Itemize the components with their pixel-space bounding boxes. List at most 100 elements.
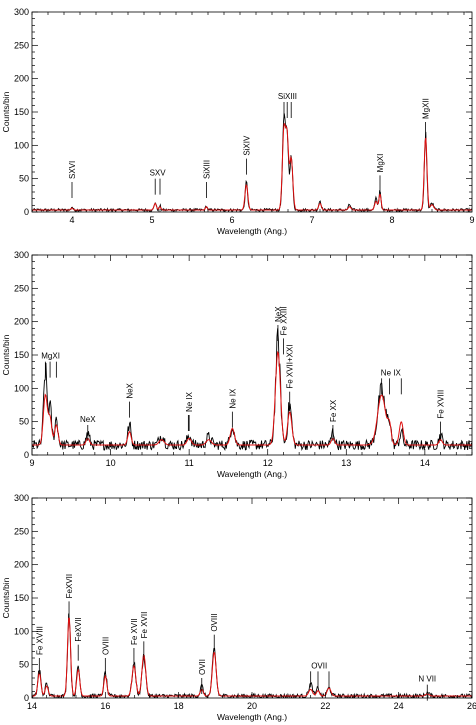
x-tick-label: 11 (184, 458, 193, 468)
line-annotation: SXV (150, 169, 167, 195)
annotation-label: NeX (274, 306, 283, 322)
y-tick-label: 200 (14, 560, 29, 570)
annotation-label: NeX (125, 382, 134, 398)
x-tick-label: 12 (263, 458, 273, 468)
x-tick-label: 9 (29, 458, 34, 468)
line-annotation: NeX (274, 306, 283, 341)
annotation-label: NeX (80, 415, 96, 424)
y-tick-label: 300 (14, 493, 29, 503)
y-tick-label: 50 (19, 174, 29, 184)
line-annotation: FeXVII (65, 574, 74, 618)
y-axis-title: Counts/bin (1, 334, 11, 375)
x-tick-label: 13 (341, 458, 351, 468)
line-annotation: Ne IX (185, 391, 194, 431)
line-annotation: FeXVII (74, 617, 83, 661)
spectrum-panel-2: 9 10 11 12 13 14 0 50 100 150 200 250 300 Wavelength … (1, 250, 473, 479)
y-tick-label: 300 (14, 250, 29, 260)
y-tick-label: 50 (19, 417, 29, 427)
x-tick-label: 4 (69, 215, 74, 225)
y-tick-label: 150 (14, 593, 29, 603)
annotation-label: OVIII (101, 637, 110, 655)
annotation-label: SXVI (68, 161, 77, 179)
line-annotation: Fe XVII (140, 612, 149, 658)
annotation-label: FeXVII (65, 574, 74, 598)
annotation-label: Fe XXIII (279, 306, 288, 335)
annotation-label: Fe XVII+XXI (286, 344, 295, 388)
annotation-label: SiXIII (202, 160, 211, 179)
line-annotation: MgXII (422, 98, 431, 138)
x-tick-label: 18 (174, 701, 184, 711)
line-annotation: Ne IX (381, 368, 402, 395)
x-axis-title: Wavelength (Ang.) (217, 469, 287, 479)
line-annotation: Fe XVII+XXI (286, 344, 295, 408)
x-tick-label: 10 (106, 458, 116, 468)
line-annotation: OVII (310, 661, 330, 688)
spectrum-panel-1: 4 5 6 7 8 9 0 50 100 150 200 250 300 Wavelength (Ang.… (1, 7, 475, 236)
annotation-label: Ne IX (185, 391, 194, 412)
y-tick-label: 50 (19, 660, 29, 670)
line-annotation: SiXIII (278, 92, 297, 118)
x-tick-label: 22 (320, 701, 330, 711)
y-tick-label: 250 (14, 283, 29, 293)
x-tick-label: 26 (467, 701, 476, 711)
x-tick-label: 14 (27, 701, 37, 711)
x-tick-label: 5 (149, 215, 154, 225)
line-annotation: N VII (418, 675, 436, 701)
model-series-line (32, 123, 472, 211)
annotation-label: SiXIV (242, 135, 251, 156)
model-series-line (32, 350, 472, 446)
annotation-label: SXV (150, 169, 167, 178)
y-tick-label: 250 (14, 40, 29, 50)
annotation-label: MgXI (41, 352, 60, 361)
line-annotation: SiXIV (242, 135, 251, 175)
annotation-label: OVIII (210, 613, 219, 631)
model-series-line (32, 617, 472, 697)
annotation-label: FeXVII (74, 617, 83, 641)
line-annotation: Fe XVII (130, 618, 139, 664)
x-tick-label: 24 (394, 701, 404, 711)
x-tick-label: 6 (229, 215, 234, 225)
line-annotation: MgXI (41, 352, 60, 378)
line-annotation: SiXIII (202, 160, 211, 198)
spectrum-panel-3: 14 16 18 20 22 24 26 0 50 100 150 200 250 300 Waveleng… (1, 493, 476, 722)
x-tick-label: 16 (100, 701, 110, 711)
annotation-label: Fe XVII (130, 618, 139, 645)
data-series-line (32, 113, 472, 212)
annotation-label: OVII (311, 661, 327, 670)
y-tick-label: 0 (24, 207, 29, 217)
x-axis-title: Wavelength (Ang.) (217, 712, 287, 722)
plot-frame (31, 497, 473, 699)
plot-frame (31, 11, 473, 213)
y-tick-label: 100 (14, 140, 29, 150)
y-tick-label: 100 (14, 626, 29, 636)
data-series-line (32, 613, 472, 698)
annotation-label: Ne IX (228, 388, 237, 409)
x-tick-label: 8 (389, 215, 394, 225)
plot-frame (31, 254, 473, 456)
line-annotation: Fe XVIII (437, 390, 446, 438)
annotation-label: Fe XVIII (35, 626, 44, 655)
y-tick-label: 150 (14, 350, 29, 360)
line-annotation: SXVI (68, 161, 77, 198)
line-annotation: OVIII (101, 637, 110, 674)
line-annotation: Ne IX (228, 388, 237, 428)
line-annotation: MgXI (376, 154, 385, 192)
annotation-label: Fe XVII (140, 612, 149, 639)
y-tick-label: 300 (14, 7, 29, 17)
line-annotation: NeX (125, 382, 134, 418)
line-annotation: NeX (80, 415, 96, 441)
line-annotation: Fe XVIII (35, 626, 44, 674)
annotation-label: Fe XX (329, 399, 338, 422)
x-tick-label: 20 (247, 701, 257, 711)
annotation-label: SiXIII (278, 92, 297, 101)
data-series-line (32, 328, 472, 452)
y-axis-title: Counts/bin (1, 91, 11, 132)
x-tick-label: 7 (309, 215, 314, 225)
x-tick-label: 9 (469, 215, 474, 225)
annotation-label: OVII (198, 659, 207, 675)
annotation-label: MgXII (422, 98, 431, 119)
annotation-label: Ne IX (381, 368, 402, 377)
y-tick-label: 200 (14, 74, 29, 84)
y-tick-label: 250 (14, 526, 29, 536)
